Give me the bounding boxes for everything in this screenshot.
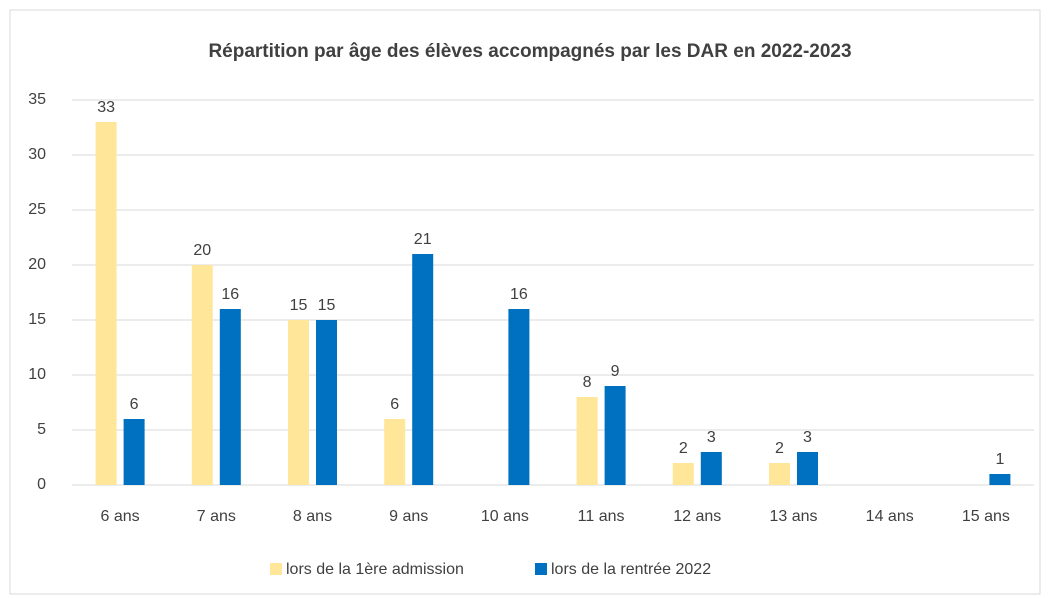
x-tick-label: 14 ans	[866, 508, 914, 525]
bar	[769, 463, 790, 485]
x-tick-label: 6 ans	[101, 508, 140, 525]
legend-label: lors de la 1ère admission	[286, 561, 464, 578]
bar	[316, 320, 337, 485]
bar	[576, 397, 598, 485]
x-tick-label: 11 ans	[578, 508, 625, 525]
y-tick-label: 10	[28, 366, 46, 383]
x-tick-label: 9 ans	[389, 508, 428, 525]
y-tick-label: 35	[28, 91, 46, 108]
x-tick-label: 10 ans	[481, 508, 529, 525]
data-label: 15	[318, 297, 336, 314]
bar	[604, 386, 626, 485]
data-label: 2	[679, 440, 688, 457]
data-label: 3	[803, 429, 812, 446]
legend-swatch	[535, 563, 547, 575]
bar	[384, 419, 406, 485]
legend-label: lors de la rentrée 2022	[551, 561, 711, 578]
bar	[672, 463, 694, 485]
bar	[95, 122, 117, 485]
data-label: 3	[707, 429, 716, 446]
data-label: 9	[611, 363, 620, 380]
y-tick-label: 0	[37, 476, 46, 493]
chart-frame	[9, 9, 1041, 595]
bar	[797, 452, 818, 485]
x-tick-label: 13 ans	[769, 508, 817, 525]
legend-swatch	[270, 563, 282, 575]
bar	[412, 254, 434, 485]
y-tick-label: 20	[28, 256, 46, 273]
data-label: 2	[775, 440, 784, 457]
data-label: 16	[510, 286, 528, 303]
bar	[123, 419, 145, 485]
y-tick-label: 30	[28, 146, 46, 163]
y-tick-label: 5	[37, 421, 46, 438]
data-label: 33	[97, 99, 115, 116]
data-label: 1	[995, 451, 1004, 468]
chart-title: Répartition par âge des élèves accompagn…	[208, 41, 851, 62]
data-label: 15	[290, 297, 308, 314]
bar	[700, 452, 722, 485]
bar	[989, 474, 1011, 485]
data-label: 16	[221, 286, 239, 303]
bar	[219, 309, 241, 485]
data-label: 6	[390, 396, 399, 413]
data-label: 21	[414, 231, 432, 248]
x-tick-label: 8 ans	[293, 508, 332, 525]
x-tick-label: 15 ans	[962, 508, 1010, 525]
bar	[191, 265, 213, 485]
bar	[508, 309, 530, 485]
x-tick-label: 7 ans	[197, 508, 236, 525]
data-label: 8	[583, 374, 592, 391]
y-tick-label: 15	[28, 311, 46, 328]
data-label: 20	[193, 242, 211, 259]
bar	[288, 320, 309, 485]
data-label: 6	[130, 396, 139, 413]
y-tick-label: 25	[28, 201, 46, 218]
x-tick-label: 12 ans	[673, 508, 721, 525]
